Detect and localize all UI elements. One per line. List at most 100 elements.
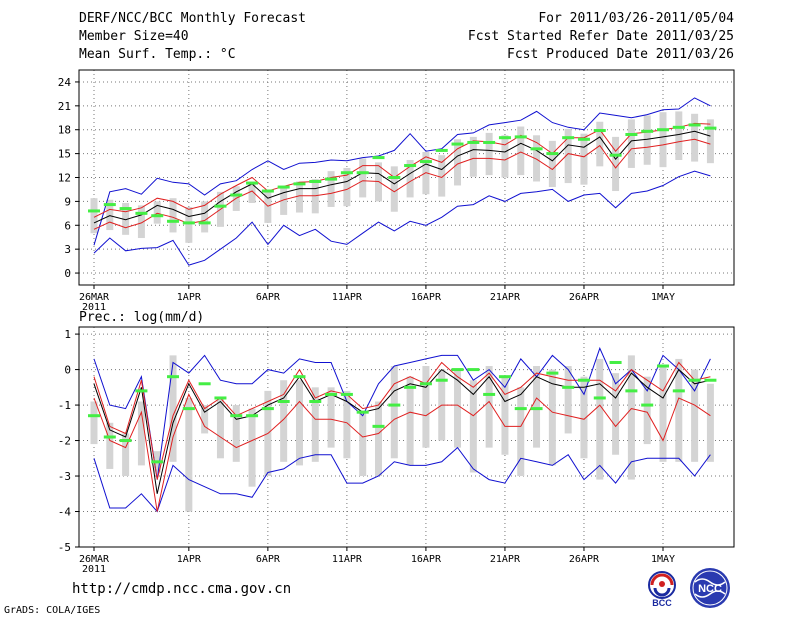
spread-box	[612, 373, 620, 455]
spread-box	[359, 158, 367, 198]
plot-frame	[78, 326, 735, 548]
ensemble-mean-line	[93, 368, 711, 494]
panel-temp: 0 3 6 9 12 15 18 21 24 26MAR 1APR 6APR 11APR 16APR 21A…	[58, 69, 735, 313]
spread-box	[548, 369, 556, 466]
y-tick-label: 1	[64, 328, 71, 341]
observation-marker	[498, 375, 511, 379]
spread-box	[137, 205, 145, 239]
observation-marker	[309, 400, 322, 404]
observation-marker	[467, 368, 480, 372]
observation-marker	[277, 185, 290, 189]
observation-marker	[230, 414, 243, 418]
observation-marker	[609, 360, 622, 364]
observation-marker	[340, 171, 353, 175]
member-size: Member Size=40	[79, 29, 189, 44]
spread-box	[706, 383, 714, 462]
observation-marker	[562, 136, 575, 140]
spread-box	[137, 401, 145, 466]
lower-spread-line	[93, 393, 711, 512]
spread-box	[185, 206, 193, 243]
observation-marker	[593, 396, 606, 400]
spread-box	[106, 422, 114, 469]
spread-box	[612, 136, 620, 192]
observation-marker	[325, 392, 338, 396]
observation-marker	[641, 403, 654, 407]
observation-marker	[514, 135, 527, 139]
observation-marker	[309, 179, 322, 183]
observation-marker	[88, 209, 100, 213]
observation-marker	[261, 407, 274, 411]
spread-box	[454, 139, 462, 186]
spread-box	[675, 111, 683, 160]
spread-box	[533, 135, 541, 182]
spread-box	[485, 132, 493, 176]
spread-box	[691, 369, 699, 462]
spread-box	[375, 401, 382, 477]
spread-box	[248, 408, 256, 487]
observation-marker	[261, 189, 274, 193]
ensemble-mean-line	[93, 130, 711, 224]
observation-marker	[119, 207, 132, 211]
y-tick-label: -4	[58, 506, 72, 519]
observation-marker	[103, 203, 116, 207]
observation-marker	[167, 375, 180, 379]
observation-marker	[483, 140, 496, 144]
observation-marker	[103, 435, 116, 439]
spread-box	[311, 387, 319, 462]
observation-marker	[388, 403, 401, 407]
spread-box	[169, 355, 177, 462]
x-tick-label: 21APR	[490, 292, 521, 303]
observation-marker	[404, 164, 417, 168]
svg-text:BCC: BCC	[652, 598, 672, 608]
observation-marker	[230, 193, 243, 197]
y-tick-label: 15	[58, 148, 71, 161]
observation-marker	[356, 171, 369, 175]
x-tick-label: 26APR	[569, 292, 600, 303]
observation-marker	[593, 129, 606, 133]
spread-box	[706, 119, 714, 164]
x-tick-label: 6APR	[256, 554, 281, 565]
x-tick-label: 1MAY	[651, 554, 675, 565]
spread-box	[327, 387, 335, 448]
svg-text:NCC: NCC	[698, 583, 722, 595]
observation-marker	[198, 221, 211, 225]
ncc-logo: NCC	[690, 568, 730, 608]
x-tick-label: 21APR	[490, 554, 521, 565]
spread-box	[390, 166, 398, 212]
spread-box	[596, 358, 604, 480]
observation-marker	[467, 140, 480, 144]
observation-marker	[404, 385, 417, 389]
spread-box	[169, 198, 177, 233]
observation-marker	[688, 123, 701, 127]
observation-marker	[372, 424, 385, 428]
source-url[interactable]: http://cmdp.ncc.cma.gov.cn	[72, 581, 292, 597]
y-tick-label: 21	[58, 100, 71, 113]
spread-box	[564, 366, 572, 434]
x-tick-label: 1MAY	[651, 292, 675, 303]
spread-box	[390, 366, 398, 459]
spread-box	[517, 126, 525, 176]
observation-marker	[293, 182, 306, 186]
spread-box	[548, 140, 556, 188]
observation-marker	[672, 125, 685, 129]
observation-marker	[182, 221, 195, 225]
spread-box	[122, 202, 130, 235]
observation-marker	[293, 375, 306, 379]
spread-box	[122, 433, 130, 477]
spread-box	[280, 380, 288, 462]
y-tick-label: 9	[64, 195, 71, 208]
spread-box	[659, 112, 667, 168]
spread-box	[485, 366, 493, 448]
observation-marker	[246, 414, 259, 418]
observation-marker	[372, 156, 385, 160]
y-tick-label: -5	[58, 541, 71, 554]
spread-box	[501, 376, 509, 455]
spread-box	[90, 401, 98, 445]
spread-box	[596, 121, 604, 167]
chart-title: DERF/NCC/BCC Monthly Forecast	[79, 11, 306, 26]
observation-marker	[167, 219, 180, 223]
spread-box	[406, 159, 414, 198]
spread-box	[469, 380, 477, 473]
spread-box	[343, 390, 351, 459]
